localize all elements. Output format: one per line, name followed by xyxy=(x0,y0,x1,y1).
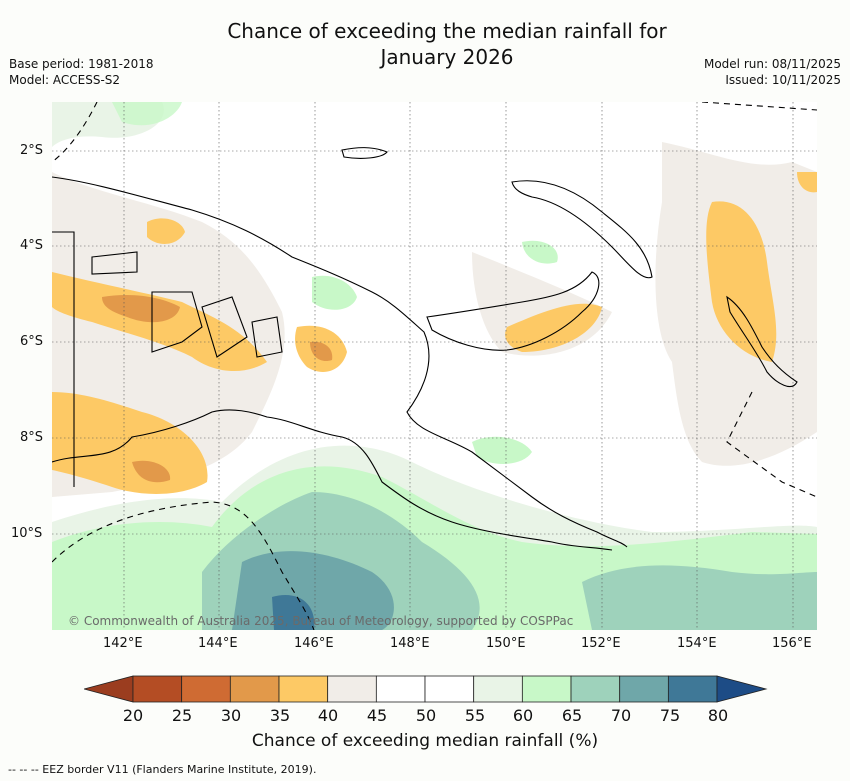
eez-nw xyxy=(52,102,98,163)
colorbar-label-50: 50 xyxy=(415,706,437,725)
coastlines xyxy=(52,147,798,551)
lat-label-6s: 6°S xyxy=(20,334,44,349)
field-darkorange-1 xyxy=(102,295,180,323)
rainfall-map xyxy=(52,102,817,630)
png-coast-north xyxy=(52,176,628,548)
colorbar-cell xyxy=(424,675,475,703)
field-darkorange-3 xyxy=(310,341,333,362)
colorbar xyxy=(84,675,768,703)
colorbar-arrow-low xyxy=(84,675,134,703)
field-orange-north xyxy=(147,218,185,244)
colorbar-label-55: 55 xyxy=(464,706,486,725)
lon-label-154e: 154°E xyxy=(677,636,717,651)
colorbar-label-35: 35 xyxy=(269,706,291,725)
png-coast-south xyxy=(52,409,613,551)
colorbar-label-60: 60 xyxy=(512,706,534,725)
colorbar-cell xyxy=(473,675,523,703)
colorbar-cell xyxy=(521,675,572,703)
lon-label-152e: 152°E xyxy=(581,636,621,651)
field-orange-sw xyxy=(52,392,208,494)
colorbar-label-75: 75 xyxy=(659,706,681,725)
colorbar-label-80: 80 xyxy=(707,706,729,725)
colorbar-label-25: 25 xyxy=(171,706,193,725)
lon-label-156e: 156°E xyxy=(772,636,812,651)
field-darkorange-2 xyxy=(132,460,171,483)
colorbar-cell xyxy=(132,675,183,703)
model-run: Model run: 08/11/2025 xyxy=(703,57,841,71)
field-green-pocket-2 xyxy=(522,240,558,264)
lon-label-144e: 144°E xyxy=(198,636,238,651)
eez-footnote: -- -- -- EEZ border V11 (Flanders Marine… xyxy=(8,763,317,776)
new-ireland xyxy=(511,180,653,279)
new-britain xyxy=(426,271,600,351)
colorbar-cell xyxy=(181,675,231,703)
province-lines xyxy=(91,251,283,358)
issued-date: Issued: 10/11/2025 xyxy=(725,73,841,87)
lat-label-4s: 4°S xyxy=(20,238,44,253)
bougainville xyxy=(726,295,798,387)
model-name: Model: ACCESS-S2 xyxy=(9,73,121,87)
colorbar-arrow-high xyxy=(716,675,768,703)
metadata-right: Model run: 08/11/2025 Issued: 10/11/2025 xyxy=(704,56,841,88)
colorbar-label-20: 20 xyxy=(122,706,144,725)
field-green-n xyxy=(112,102,182,126)
graticule xyxy=(52,102,817,630)
eez-east xyxy=(726,391,817,498)
title-line-2: January 2026 xyxy=(380,45,514,69)
field-teal-2 xyxy=(582,565,817,630)
field-orange-newireland xyxy=(706,201,777,362)
colorbar-label-40: 40 xyxy=(317,706,339,725)
field-teal-3 xyxy=(232,551,394,630)
lon-label-150e: 150°E xyxy=(486,636,526,651)
colorbar-cell xyxy=(229,675,280,703)
colorbar-cell xyxy=(619,675,669,703)
lon-label-148e: 148°E xyxy=(390,636,430,651)
lat-label-8s: 8°S xyxy=(20,430,44,445)
colorbar-label-45: 45 xyxy=(366,706,388,725)
lon-label-146e: 146°E xyxy=(294,636,334,651)
lon-label-142e: 142°E xyxy=(103,636,143,651)
map-canvas xyxy=(52,102,817,630)
field-orange-small-1 xyxy=(797,172,817,193)
field-green-pocket-3 xyxy=(472,436,532,464)
copyright-notice: © Commonwealth of Australia 2025, Bureau… xyxy=(68,614,574,628)
metadata-left: Base period: 1981-2018 Model: ACCESS-S2 xyxy=(9,56,154,88)
colorbar-cell xyxy=(667,675,718,703)
colorbar-label-70: 70 xyxy=(610,706,632,725)
lat-label-2s: 2°S xyxy=(20,143,44,158)
eez-borders xyxy=(52,102,817,630)
field-green-pocket-1 xyxy=(312,275,357,310)
manus xyxy=(341,147,388,159)
base-period: Base period: 1981-2018 xyxy=(9,57,154,71)
eez-ne xyxy=(701,102,817,111)
title-line-1: Chance of exceeding the median rainfall … xyxy=(227,19,667,43)
field-teal-4 xyxy=(272,595,315,630)
lat-label-10s: 10°S xyxy=(11,526,43,541)
map-title: Chance of exceeding the median rainfall … xyxy=(0,18,850,70)
eez-south xyxy=(52,501,315,630)
colorbar-cell xyxy=(375,675,426,703)
colorbar-label-30: 30 xyxy=(220,706,242,725)
border-west xyxy=(52,231,75,487)
colorbar-title: Chance of exceeding median rainfall (%) xyxy=(251,731,599,751)
colorbar-cell xyxy=(570,675,621,703)
colorbar-cell xyxy=(278,675,329,703)
colorbar-cell xyxy=(327,675,377,703)
colorbar-label-65: 65 xyxy=(561,706,583,725)
